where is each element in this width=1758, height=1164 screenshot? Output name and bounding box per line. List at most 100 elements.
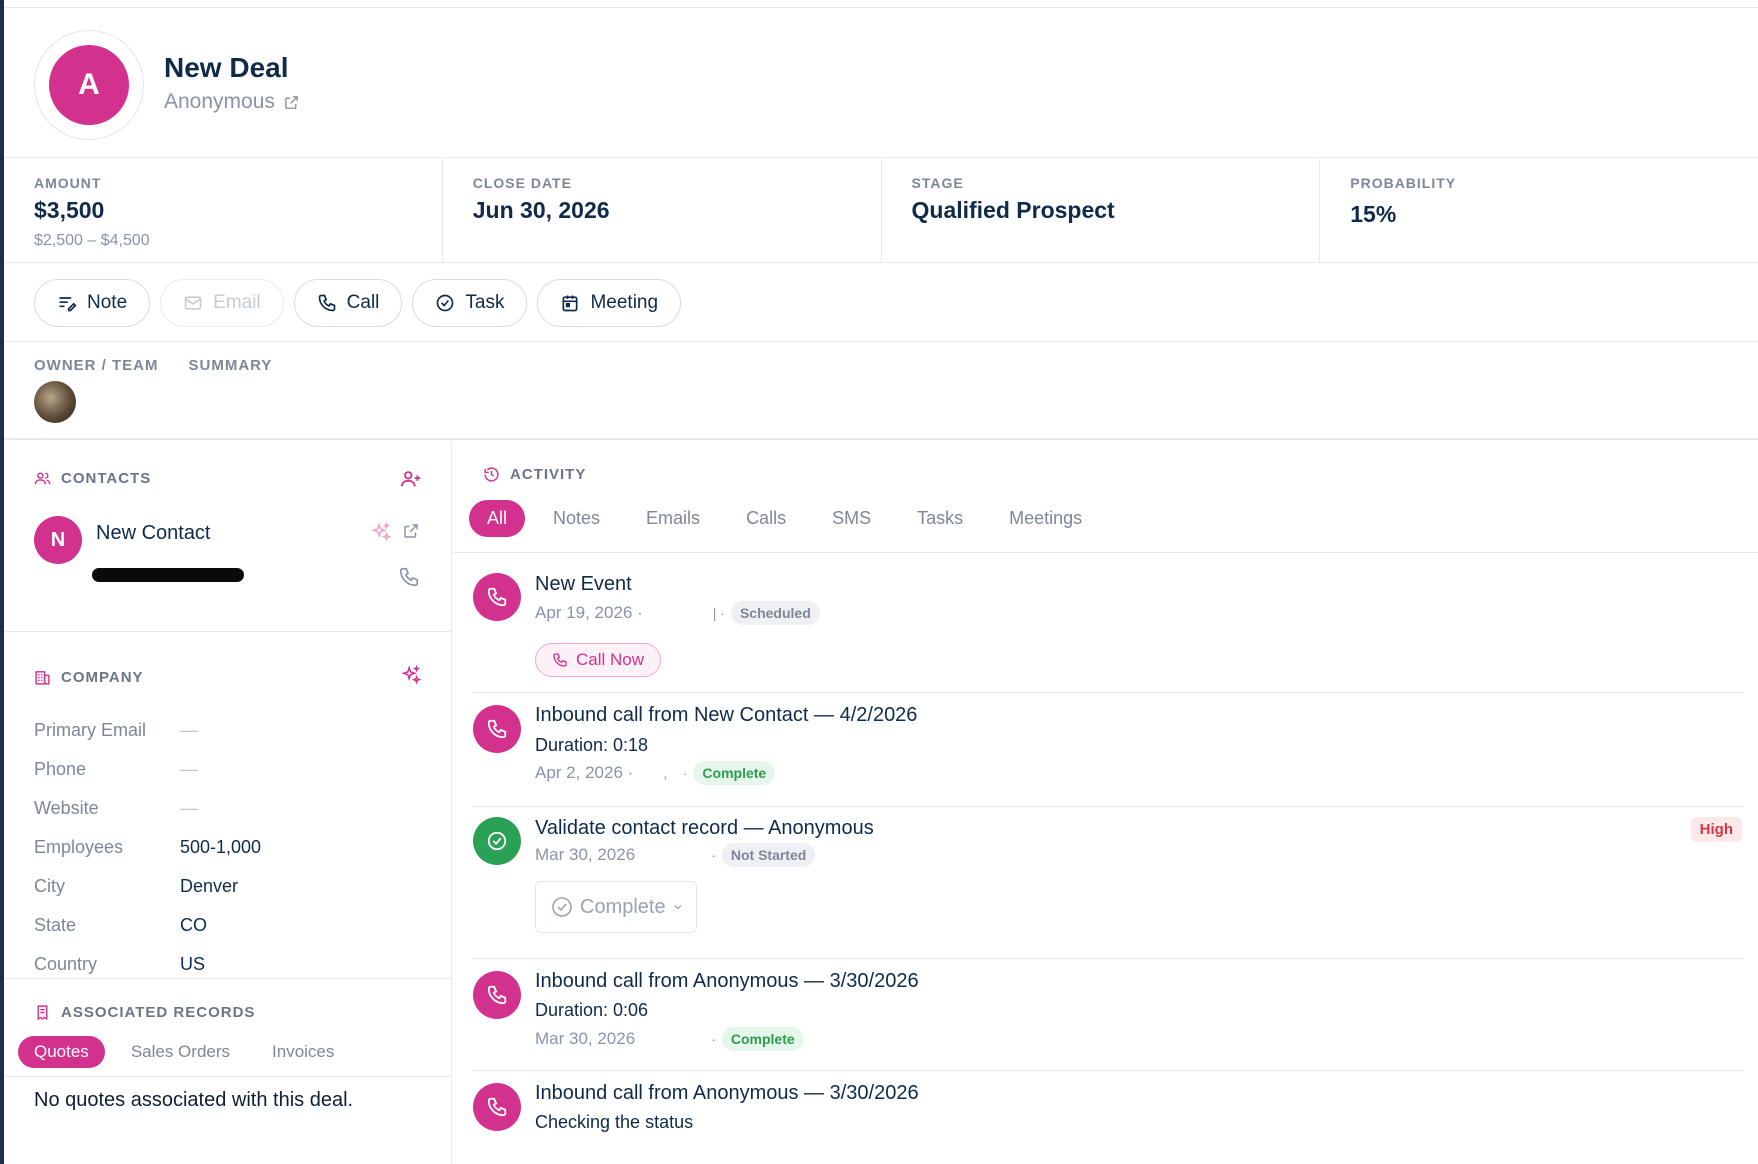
tab-invoices[interactable]: Invoices	[272, 1042, 335, 1061]
associated-records-tabs: Quotes Sales Orders Invoices	[18, 1036, 350, 1068]
deal-header: A New Deal Anonymous	[4, 8, 1758, 158]
tab-sms[interactable]: SMS	[832, 508, 872, 528]
activity-date: Apr 19, 2026 ·	[535, 603, 643, 622]
activity-item[interactable]: New Event Apr 19, 2026 · | · Scheduled C…	[473, 553, 1744, 693]
sparkle-icon[interactable]	[370, 522, 392, 544]
stat-label: AMOUNT	[34, 175, 102, 191]
tab-summary[interactable]: SUMMARY	[188, 357, 273, 374]
company-section: COMPANY Primary Email — Phone — Website — E…	[4, 633, 452, 979]
field-label: Primary Email	[34, 720, 147, 740]
call-now-button[interactable]: Call Now	[535, 643, 662, 677]
activity-item[interactable]: Validate contact record — Anonymous High…	[473, 807, 1744, 959]
associated-records-heading: ASSOCIATED RECORDS	[61, 1004, 256, 1021]
check-circle-icon	[437, 294, 454, 311]
company-field-row: Employees 500-1,000	[34, 828, 261, 867]
status-badge: Complete	[721, 1027, 804, 1051]
activity-filter-tabs: All Notes Emails Calls SMS Tasks Meeting…	[469, 500, 1100, 537]
task-status-dropdown[interactable]: Complete	[535, 881, 697, 933]
call-activity-icon	[473, 705, 521, 753]
contact-name-link[interactable]: New Contact	[96, 522, 211, 544]
phone-icon	[487, 1097, 507, 1117]
activity-separator: ·	[711, 847, 716, 863]
activity-title: New Event	[535, 573, 632, 595]
phone-icon	[318, 294, 335, 311]
building-icon	[35, 671, 50, 685]
company-field-row: Phone —	[34, 750, 261, 789]
task-button-label: Task	[465, 291, 505, 313]
status-badge: Scheduled	[730, 601, 820, 625]
stat-value: 15%	[1350, 201, 1397, 227]
phone-icon	[487, 985, 507, 1005]
field-value: Denver	[180, 876, 239, 896]
owner-summary-section: OWNER / TEAM SUMMARY	[4, 343, 1758, 440]
tab-quotes[interactable]: Quotes	[18, 1036, 105, 1068]
action-bar: Note Email Call Task Meeting	[4, 264, 1758, 342]
activity-date: Mar 30, 2026	[535, 1029, 636, 1048]
external-link-icon[interactable]	[283, 94, 300, 111]
activity-item[interactable]: Inbound call from New Contact — 4/2/2026…	[473, 693, 1744, 807]
activity-meta: Apr 2, 2026 · , · Complete	[535, 761, 776, 785]
field-label: State	[34, 915, 77, 935]
activity-item[interactable]: Inbound call from Anonymous — 3/30/2026 …	[473, 959, 1744, 1071]
tab-tasks[interactable]: Tasks	[917, 508, 964, 528]
sparkle-icon[interactable]	[400, 665, 422, 687]
history-icon	[484, 467, 499, 482]
stat-value: Qualified Prospect	[911, 197, 1115, 223]
add-contact-icon[interactable]	[400, 468, 422, 490]
deal-account-name[interactable]: Anonymous	[164, 90, 275, 113]
deal-avatar-initial: A	[49, 45, 129, 125]
note-button[interactable]: Note	[34, 278, 151, 327]
phone-icon[interactable]	[398, 566, 420, 588]
activity-separator: ·	[711, 1031, 716, 1047]
stat-probability: PROBABILITY 15%	[1320, 159, 1758, 262]
task-activity-icon	[473, 817, 521, 865]
field-label: Website	[34, 798, 99, 818]
left-panel: CONTACTS N New Contact COMPANY Primary E…	[4, 442, 452, 1164]
field-value: US	[180, 954, 206, 974]
receipt-icon	[37, 1005, 48, 1021]
contacts-heading: CONTACTS	[61, 470, 152, 487]
activity-separator: , ·	[663, 765, 688, 781]
tab-calls[interactable]: Calls	[746, 508, 787, 528]
activity-meta: Mar 30, 2026 · Complete	[535, 1027, 804, 1051]
tab-notes[interactable]: Notes	[553, 508, 601, 528]
contacts-section: CONTACTS N New Contact	[4, 442, 452, 632]
meeting-button[interactable]: Meeting	[537, 278, 682, 327]
divider	[453, 552, 1758, 553]
activity-date: Mar 30, 2026	[535, 845, 636, 864]
stat-range: $2,500 – $4,500	[34, 232, 150, 249]
task-status-value: Complete	[580, 895, 666, 918]
mail-icon	[184, 295, 202, 310]
phone-icon	[487, 587, 507, 607]
activity-feed: New Event Apr 19, 2026 · | · Scheduled C…	[473, 553, 1744, 1151]
activity-meta: Apr 19, 2026 · | · Scheduled	[535, 601, 820, 625]
stat-amount: AMOUNT $3,500 $2,500 – $4,500	[4, 159, 443, 262]
task-button[interactable]: Task	[412, 278, 528, 327]
tab-all[interactable]: All	[469, 500, 526, 537]
contact-avatar[interactable]: N	[34, 516, 82, 564]
stat-close-date: CLOSE DATE Jun 30, 2026	[443, 159, 882, 262]
company-field-row: State CO	[34, 906, 261, 945]
call-button[interactable]: Call	[293, 278, 403, 327]
email-button[interactable]: Email	[160, 278, 284, 327]
call-button-label: Call	[346, 291, 380, 313]
owner-avatar[interactable]	[34, 381, 76, 423]
tab-emails[interactable]: Emails	[646, 508, 701, 528]
activity-item[interactable]: Inbound call from Anonymous — 3/30/2026 …	[473, 1071, 1744, 1151]
deal-account-link[interactable]: Anonymous	[164, 90, 300, 114]
field-label: Employees	[34, 837, 124, 857]
activity-meta: Mar 30, 2026 · Not Started	[535, 843, 816, 867]
activity-header: ACTIVITY	[483, 466, 586, 483]
associated-records-section: ASSOCIATED RECORDS Quotes Sales Orders I…	[4, 980, 452, 1164]
stat-stage: STAGE Qualified Prospect	[882, 159, 1321, 262]
tab-meetings[interactable]: Meetings	[1009, 508, 1083, 528]
tab-owner-team[interactable]: OWNER / TEAM	[34, 357, 159, 374]
contacts-header: CONTACTS	[34, 470, 151, 487]
field-value: —	[180, 759, 198, 779]
tab-sales-orders[interactable]: Sales Orders	[130, 1042, 231, 1061]
call-activity-icon	[473, 573, 521, 621]
activity-heading: ACTIVITY	[510, 466, 587, 483]
external-link-icon[interactable]	[402, 522, 420, 540]
divider	[4, 1076, 452, 1077]
